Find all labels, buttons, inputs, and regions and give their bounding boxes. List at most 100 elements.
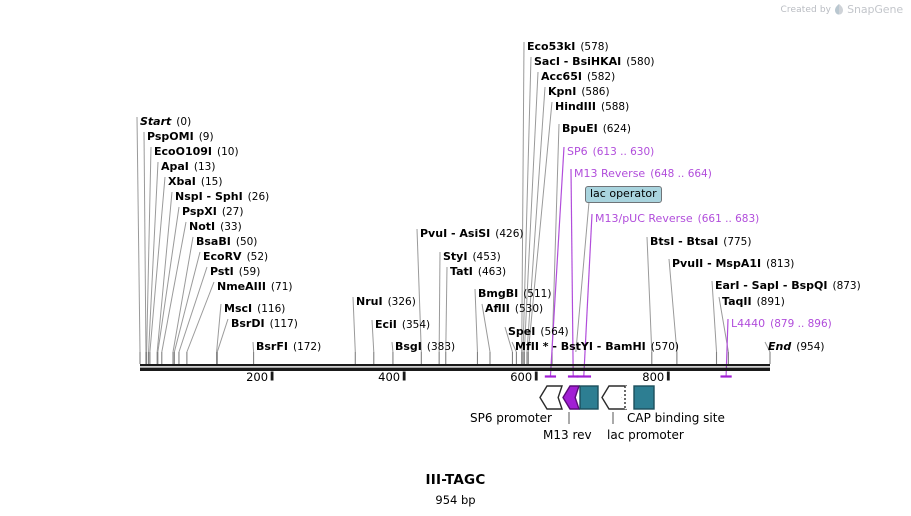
enzyme-name: PvuI - AsiSI bbox=[420, 227, 491, 240]
enzyme-label[interactable]: EcoO109I (10) bbox=[154, 142, 239, 158]
enzyme-position: (624) bbox=[602, 123, 631, 135]
enzyme-position: (426) bbox=[495, 228, 524, 240]
plasmid-name: III-TAGC bbox=[425, 472, 486, 488]
enzyme-label[interactable]: StyI (453) bbox=[443, 247, 501, 263]
enzyme-position: (0) bbox=[176, 116, 192, 128]
enzyme-label[interactable]: NspI - SphI (26) bbox=[175, 187, 269, 203]
feature-track-label[interactable]: M13 rev bbox=[543, 428, 592, 442]
enzyme-label[interactable]: EarI - SapI - BspQI (873) bbox=[715, 276, 861, 292]
enzyme-label[interactable]: PspOMI (9) bbox=[147, 127, 214, 143]
enzyme-leader-line bbox=[173, 251, 201, 353]
enzyme-label[interactable]: AflII (530) bbox=[485, 299, 543, 315]
primer-range: (613 .. 630) bbox=[592, 146, 655, 158]
enzyme-position: (582) bbox=[586, 71, 616, 83]
enzyme-label[interactable]: NmeAIII (71) bbox=[217, 277, 292, 293]
primer-range: (661 .. 683) bbox=[697, 213, 760, 225]
enzyme-label[interactable]: ApaI (13) bbox=[161, 157, 215, 173]
enzyme-label[interactable]: NruI (326) bbox=[356, 292, 416, 308]
enzyme-leader-line bbox=[216, 303, 222, 353]
enzyme-label[interactable]: End (954) bbox=[768, 337, 824, 353]
plasmid-length: 954 bp bbox=[435, 493, 476, 507]
enzyme-name: TaqII bbox=[722, 295, 752, 308]
enzyme-label[interactable]: BmgBI (511) bbox=[478, 284, 551, 300]
enzyme-position: (954) bbox=[796, 341, 825, 353]
enzyme-label[interactable]: BtsI - BtsaI (775) bbox=[650, 232, 751, 248]
enzyme-leader-line bbox=[143, 131, 147, 353]
enzyme-position: (13) bbox=[193, 161, 216, 173]
enzyme-name: TatI bbox=[450, 265, 473, 278]
enzyme-position: (172) bbox=[292, 341, 322, 353]
primer-leader-line bbox=[725, 318, 729, 377]
enzyme-leader-line bbox=[148, 161, 159, 353]
enzyme-leader-line bbox=[371, 319, 375, 353]
enzyme-label[interactable]: PstI (59) bbox=[210, 262, 260, 278]
feature-track-label[interactable]: CAP binding site bbox=[627, 411, 725, 425]
enzyme-label[interactable]: BsrFI (172) bbox=[256, 337, 321, 353]
feature-badge-lac-operator[interactable]: lac operator bbox=[585, 186, 662, 203]
enzyme-label[interactable]: Start (0) bbox=[140, 112, 191, 128]
feature-glyph-dash-mask bbox=[621, 397, 628, 410]
enzyme-label[interactable]: BsrDI (117) bbox=[231, 314, 298, 330]
enzyme-label[interactable]: EcoRV (52) bbox=[203, 247, 268, 263]
primer-name: L4440 bbox=[731, 317, 766, 330]
enzyme-label[interactable]: Eco53kI (578) bbox=[527, 37, 609, 53]
enzyme-position: (50) bbox=[235, 236, 258, 248]
enzyme-label[interactable]: BsaBI (50) bbox=[196, 232, 257, 248]
enzyme-name: EarI - SapI - BspQI bbox=[715, 279, 828, 292]
enzyme-label[interactable]: BsgI (383) bbox=[395, 337, 455, 353]
enzyme-position: (52) bbox=[246, 251, 269, 263]
enzyme-label[interactable]: Acc65I (582) bbox=[541, 67, 615, 83]
feature-badge-leader-line bbox=[575, 201, 590, 353]
enzyme-label[interactable]: MscI (116) bbox=[224, 299, 285, 315]
watermark-prefix: Created by bbox=[780, 4, 832, 15]
enzyme-name: NmeAIII bbox=[217, 280, 266, 293]
primer-label[interactable]: L4440 (879 .. 896) bbox=[731, 314, 832, 330]
enzyme-label[interactable]: HindIII (588) bbox=[555, 97, 629, 113]
primer-label[interactable]: M13 Reverse (648 .. 664) bbox=[574, 164, 712, 180]
enzyme-label[interactable]: EciI (354) bbox=[375, 315, 430, 331]
enzyme-position: (891) bbox=[756, 296, 785, 308]
primer-range: (879 .. 896) bbox=[770, 318, 832, 330]
enzyme-position: (463) bbox=[477, 266, 507, 278]
enzyme-position: (588) bbox=[600, 101, 630, 113]
enzyme-label[interactable]: PvuI - AsiSI (426) bbox=[420, 224, 523, 240]
enzyme-position: (383) bbox=[426, 341, 456, 353]
enzyme-leader-line bbox=[146, 146, 152, 353]
enzyme-leader-line bbox=[149, 176, 166, 353]
enzyme-name: BsrFI bbox=[256, 340, 288, 353]
feature-track-label[interactable]: SP6 promoter bbox=[470, 411, 552, 425]
enzyme-name: SpeI bbox=[508, 325, 536, 338]
enzyme-label[interactable]: XbaI (15) bbox=[168, 172, 222, 188]
enzyme-label[interactable]: SacI - BsiHKAI (580) bbox=[534, 52, 654, 68]
enzyme-leader-line bbox=[172, 236, 194, 353]
enzyme-label[interactable]: BpuEI (624) bbox=[562, 119, 631, 135]
plasmid-title-block: III-TAGC 954 bp bbox=[0, 472, 911, 507]
feature-glyph-arrow bbox=[539, 385, 563, 410]
enzyme-label[interactable]: MfII * - BstYI - BamHI (570) bbox=[515, 337, 679, 353]
enzyme-position: (15) bbox=[200, 176, 223, 188]
enzyme-label[interactable]: NotI (33) bbox=[189, 217, 242, 233]
enzyme-position: (775) bbox=[723, 236, 752, 248]
enzyme-name: BmgBI bbox=[478, 287, 519, 300]
enzyme-label[interactable]: SpeI (564) bbox=[508, 322, 569, 338]
enzyme-leader-line bbox=[161, 221, 187, 353]
enzyme-position: (564) bbox=[540, 326, 569, 338]
enzyme-position: (530) bbox=[514, 303, 544, 315]
enzyme-name: PstI bbox=[210, 265, 234, 278]
enzyme-label[interactable]: PspXI (27) bbox=[182, 202, 243, 218]
ruler-upper-line bbox=[140, 364, 770, 367]
feature-track-label[interactable]: lac promoter bbox=[607, 428, 684, 442]
primer-label[interactable]: SP6 (613 .. 630) bbox=[567, 142, 654, 158]
enzyme-label[interactable]: TatI (463) bbox=[450, 262, 506, 278]
primer-label[interactable]: M13/pUC Reverse (661 .. 683) bbox=[595, 209, 759, 225]
enzyme-label[interactable]: PvuII - MspA1I (813) bbox=[672, 254, 794, 270]
enzyme-name: StyI bbox=[443, 250, 468, 263]
enzyme-label[interactable]: KpnI (586) bbox=[548, 82, 610, 98]
enzyme-name: KpnI bbox=[548, 85, 577, 98]
enzyme-name: BtsI - BtsaI bbox=[650, 235, 719, 248]
enzyme-name: AflII bbox=[485, 302, 510, 315]
ruler-tick bbox=[402, 371, 406, 381]
enzyme-position: (33) bbox=[220, 221, 242, 233]
enzyme-name: NspI - SphI bbox=[175, 190, 243, 203]
enzyme-label[interactable]: TaqII (891) bbox=[722, 292, 785, 308]
